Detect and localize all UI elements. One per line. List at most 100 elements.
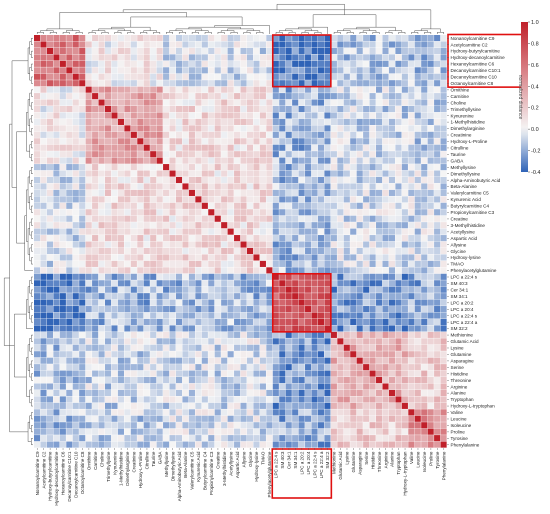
heatmap-cell [298, 60, 305, 67]
heatmap-cell [408, 228, 415, 235]
heatmap-cell [124, 183, 131, 190]
heatmap-cell [221, 267, 228, 274]
heatmap-cell [324, 306, 331, 313]
heatmap-cell [124, 99, 131, 106]
heatmap-cell [98, 312, 105, 319]
heatmap-cell [124, 389, 131, 397]
heatmap-cell [434, 331, 441, 338]
heatmap-cell [285, 112, 292, 119]
heatmap-cell [395, 428, 402, 435]
heatmap-cell [143, 125, 150, 132]
heatmap-cell [104, 435, 112, 442]
heatmap-cell [356, 331, 363, 338]
heatmap-cell [343, 196, 350, 203]
heatmap-cell [227, 228, 234, 235]
heatmap-cell [143, 260, 150, 267]
heatmap-cell [104, 422, 112, 429]
heatmap-cell [363, 241, 370, 248]
heatmap-cell [124, 383, 131, 390]
heatmap-cell [117, 170, 124, 177]
row-label: Citrulline [451, 146, 469, 151]
heatmap-cell [143, 138, 150, 145]
heatmap-cell [53, 402, 60, 409]
heatmap-cell [72, 331, 79, 338]
heatmap-cell [163, 118, 170, 125]
heatmap-cell [246, 157, 254, 164]
heatmap-cell [40, 280, 47, 287]
heatmap-cell [92, 293, 99, 300]
heatmap-cell [421, 331, 428, 338]
heatmap-cell [169, 99, 176, 106]
heatmap-cell [104, 254, 112, 261]
heatmap-cell [350, 389, 357, 397]
heatmap-cell [98, 222, 105, 229]
heatmap-cell [169, 331, 176, 338]
heatmap-cell [395, 86, 402, 93]
heatmap-cell [188, 415, 195, 422]
heatmap-cell [311, 170, 318, 177]
heatmap-cell [350, 183, 357, 190]
heatmap-cell [92, 99, 99, 106]
heatmap-cell [117, 202, 124, 209]
heatmap-cell [150, 157, 157, 164]
row-label: Tryptophan [451, 397, 475, 402]
heatmap-cell [163, 280, 170, 287]
heatmap-cell [156, 377, 163, 384]
heatmap-cell [188, 41, 195, 48]
heatmap-cell [324, 435, 331, 442]
heatmap-cell [279, 377, 286, 384]
heatmap-cell [408, 377, 415, 384]
heatmap-cell [46, 151, 54, 158]
heatmap-cell [46, 176, 54, 184]
heatmap-cell [111, 351, 118, 358]
heatmap-cell [401, 35, 408, 42]
heatmap-cell [272, 35, 279, 42]
heatmap-cell [382, 428, 389, 435]
heatmap-cell [330, 325, 337, 332]
heatmap-cell [182, 338, 189, 345]
heatmap-cell [130, 164, 137, 171]
heatmap-cell [298, 144, 305, 151]
heatmap-cell [92, 254, 99, 261]
heatmap-cell [234, 138, 241, 145]
heatmap-cell [130, 254, 137, 261]
heatmap-cell [298, 112, 305, 119]
column-label: Creatinine [132, 451, 137, 472]
heatmap-cell [440, 35, 447, 42]
heatmap-cell [201, 41, 208, 48]
heatmap-cell [72, 164, 79, 171]
row-label: Arginine [451, 384, 468, 389]
heatmap-cell [324, 247, 331, 255]
heatmap-cell [266, 357, 273, 364]
heatmap-cell [440, 325, 447, 332]
heatmap-cell [266, 80, 273, 87]
heatmap-cell [201, 318, 208, 326]
heatmap-cell [98, 351, 105, 358]
heatmap-cell [311, 428, 318, 435]
heatmap-cell [395, 138, 402, 145]
heatmap-cell [111, 196, 118, 203]
row-label: Acetyllysine [451, 229, 476, 234]
heatmap-cell [285, 273, 292, 280]
heatmap-cell [169, 47, 176, 55]
heatmap-cell [156, 35, 163, 42]
heatmap-cell [137, 35, 144, 42]
heatmap-cell [440, 299, 447, 306]
heatmap-cell [195, 260, 202, 267]
heatmap-cell [208, 383, 215, 390]
heatmap-cell [53, 325, 60, 332]
heatmap-cell [292, 241, 299, 248]
heatmap-cell [137, 144, 144, 151]
heatmap-cell [279, 428, 286, 435]
heatmap-cell [72, 415, 79, 422]
heatmap-cell [356, 54, 363, 61]
heatmap-cell [208, 254, 215, 261]
heatmap-cell [221, 73, 228, 80]
heatmap-cell [163, 164, 170, 171]
heatmap-cell [72, 389, 79, 397]
heatmap-cell [92, 247, 99, 255]
heatmap-cell [376, 286, 383, 293]
heatmap-cell [317, 241, 325, 248]
heatmap-cell [182, 247, 189, 255]
heatmap-cell [253, 157, 260, 164]
